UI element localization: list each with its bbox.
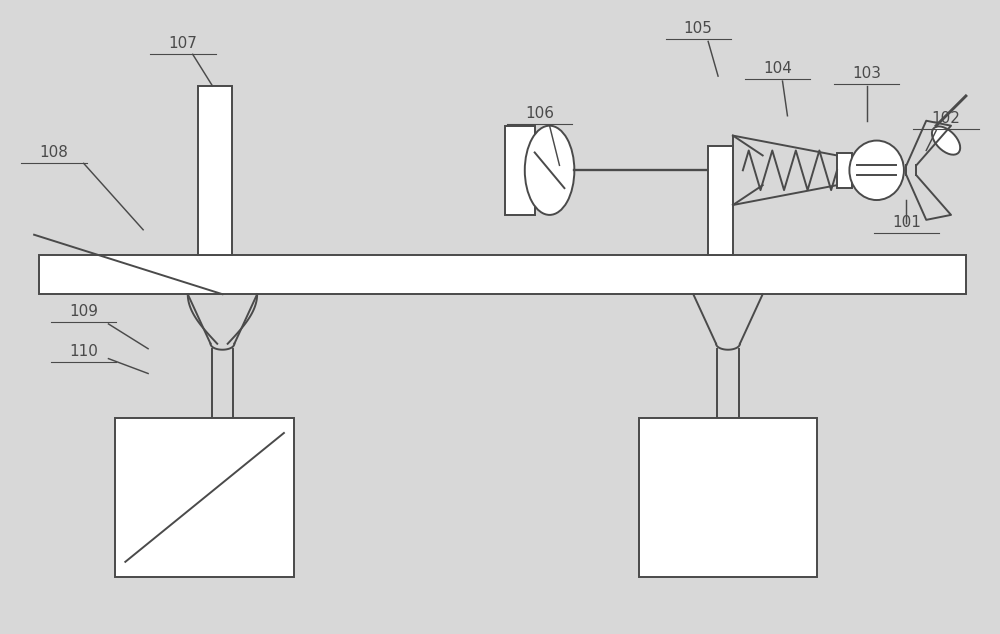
Ellipse shape — [932, 126, 960, 155]
Bar — [39, 255, 966, 294]
Bar — [505, 126, 535, 215]
Text: 105: 105 — [684, 22, 713, 37]
Text: 103: 103 — [852, 66, 881, 81]
Bar — [198, 86, 232, 255]
Text: 110: 110 — [69, 344, 98, 359]
Bar — [639, 418, 817, 577]
Ellipse shape — [849, 141, 904, 200]
Text: 108: 108 — [40, 145, 68, 160]
Text: 107: 107 — [168, 36, 197, 51]
Bar — [115, 418, 294, 577]
Bar — [708, 146, 733, 255]
Bar — [837, 153, 852, 188]
Text: 106: 106 — [525, 106, 554, 120]
Ellipse shape — [525, 126, 574, 215]
Text: 104: 104 — [763, 61, 792, 76]
Text: 101: 101 — [892, 215, 921, 230]
Text: 102: 102 — [932, 111, 960, 126]
Text: 109: 109 — [69, 304, 98, 319]
